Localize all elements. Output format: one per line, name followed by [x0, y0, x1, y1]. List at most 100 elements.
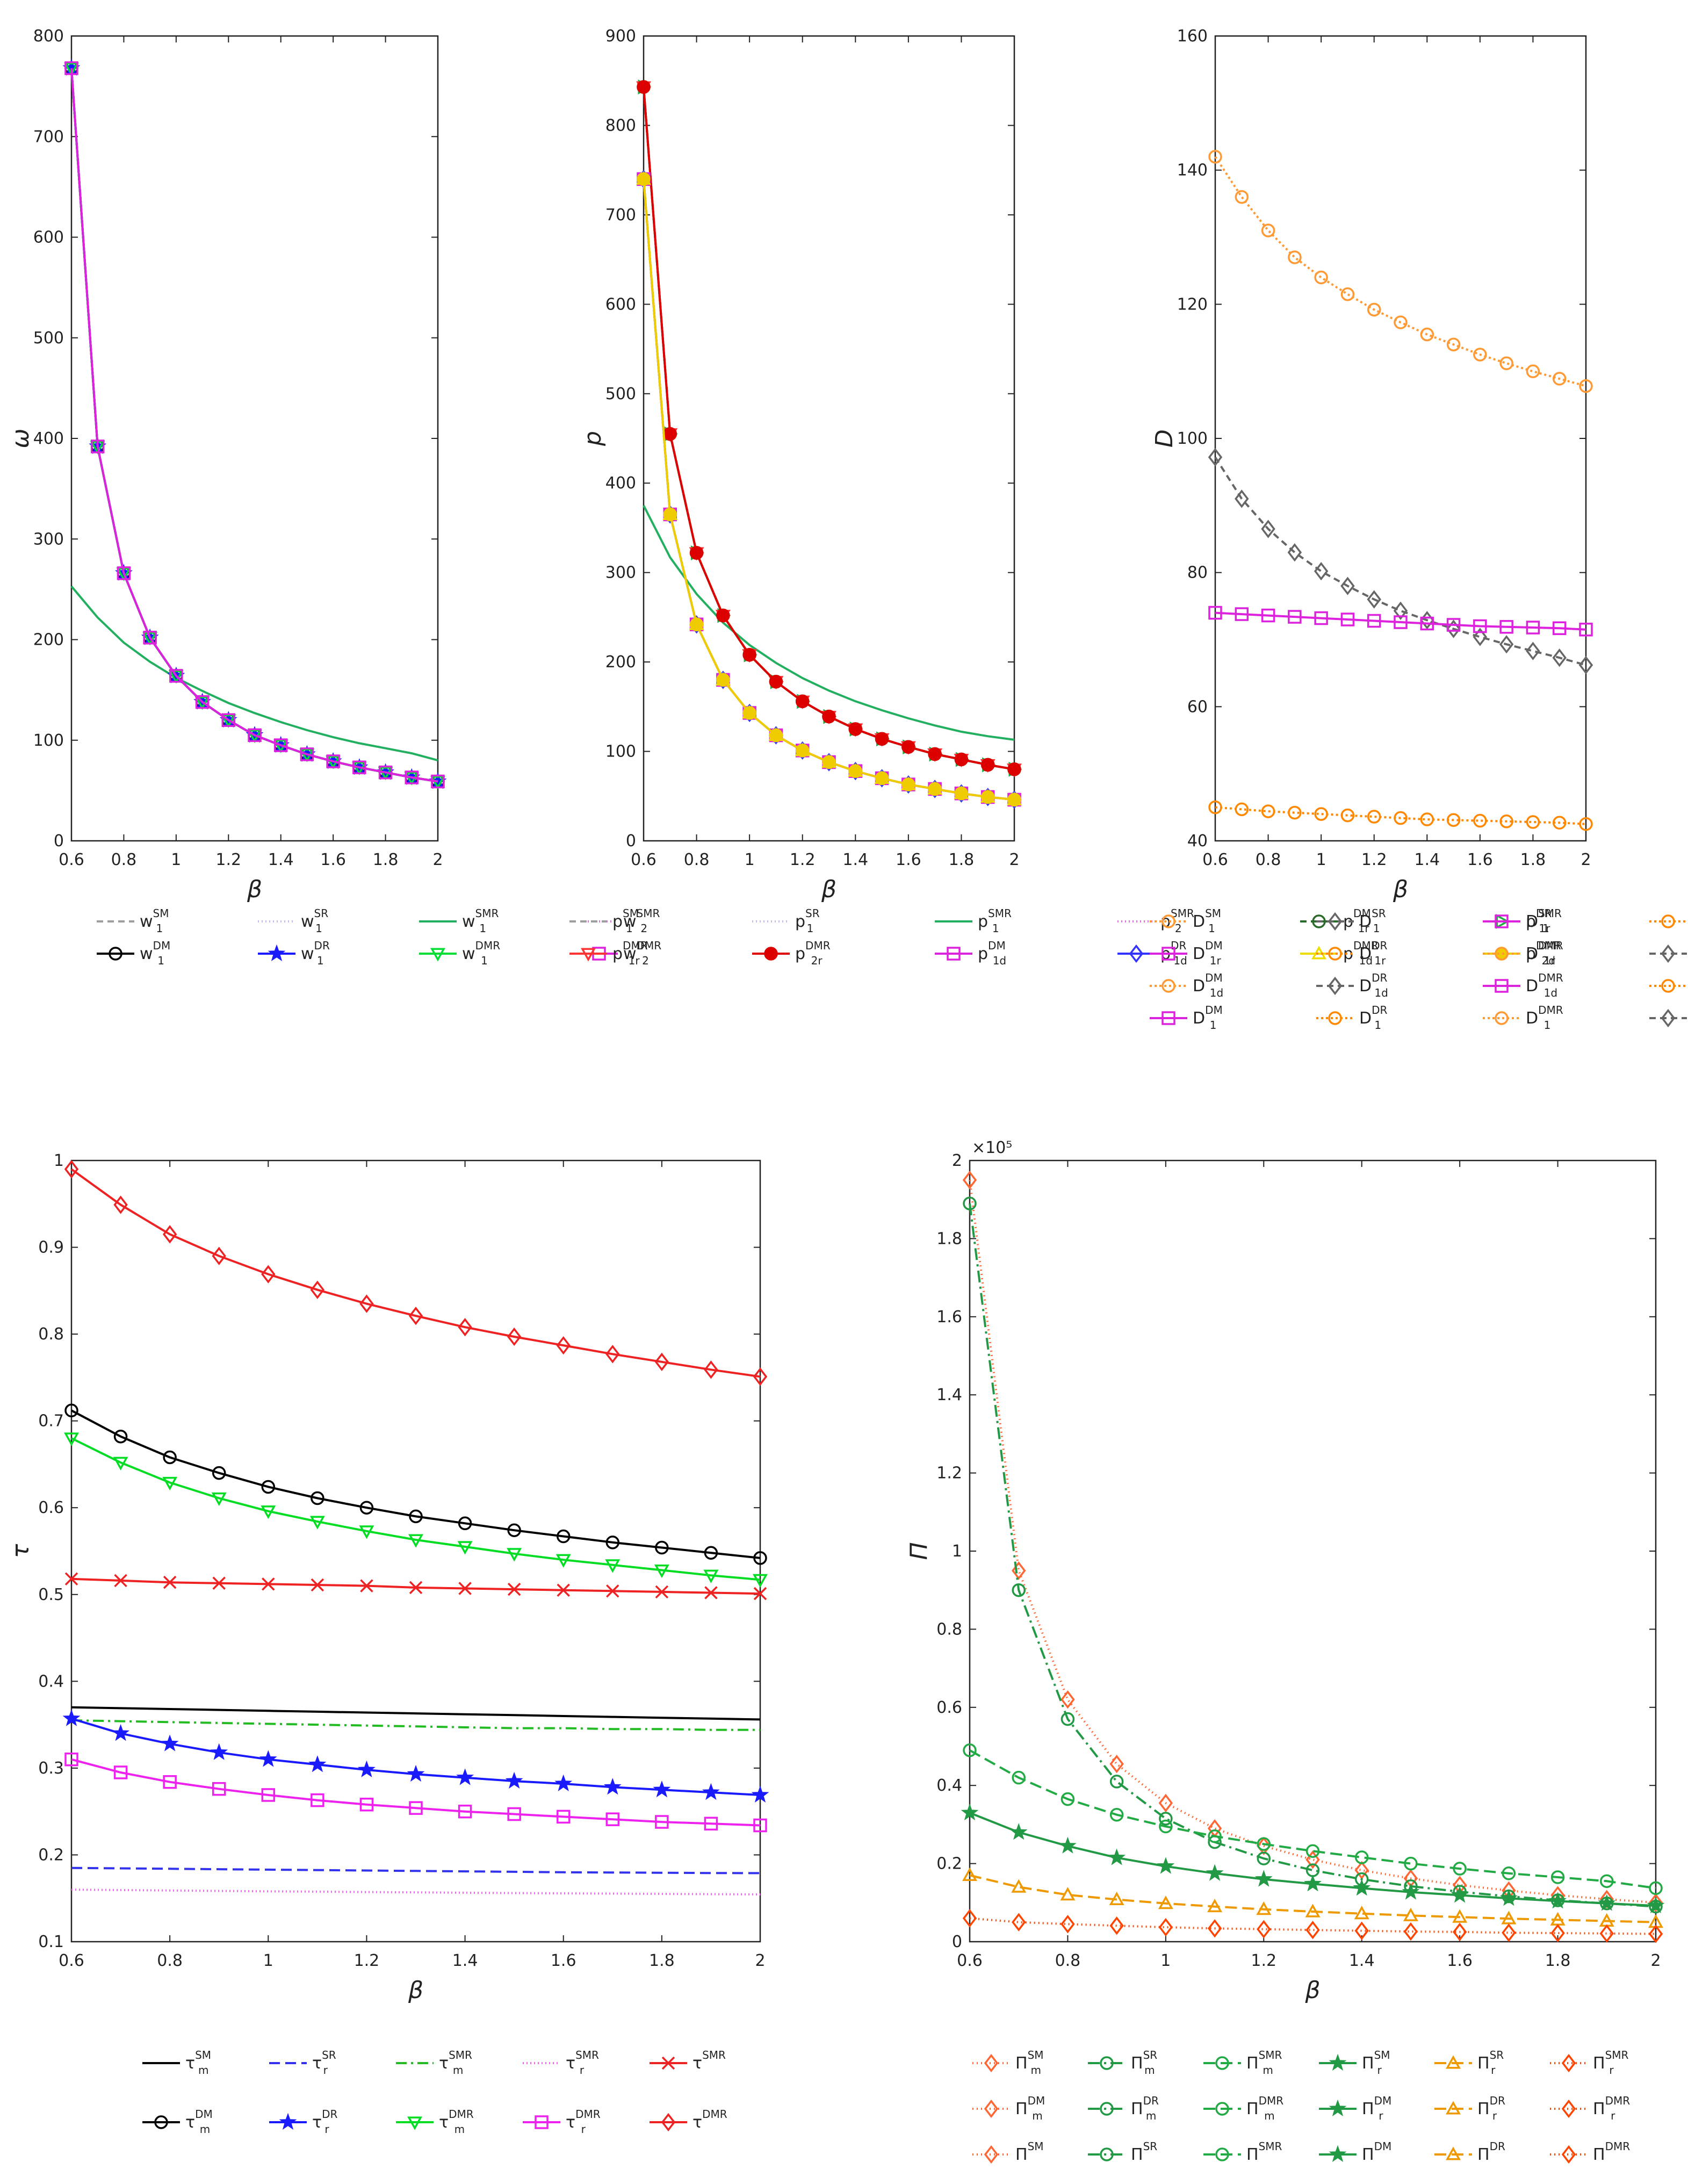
legend-label: wDR 1 — [301, 939, 330, 967]
legend-label: ΠDR r — [1477, 2094, 1505, 2122]
series-Pi-2 — [963, 1743, 1663, 1895]
data-point — [1007, 792, 1021, 807]
data-point — [163, 1450, 177, 1465]
y-tick-label: 800 — [33, 27, 64, 46]
x-tick-label: 1.8 — [1545, 1951, 1571, 1970]
data-point — [261, 1788, 276, 1802]
x-tick-label: 2 — [755, 1951, 765, 1970]
x-tick-label: 1.6 — [896, 850, 921, 869]
data-point — [637, 80, 651, 94]
x-tick-label: 1.2 — [1251, 1951, 1276, 1970]
data-point — [458, 1516, 472, 1531]
data-point — [456, 1768, 474, 1785]
legend-marker — [1162, 914, 1175, 928]
legend-marker — [1561, 2099, 1576, 2118]
series-line — [71, 1889, 761, 1895]
data-point — [1012, 1583, 1026, 1597]
legend-label: τDM m — [185, 2108, 213, 2136]
legend-label: τDMR m — [439, 2108, 474, 2136]
legend-entry: DDM 1r — [1150, 939, 1223, 967]
legend-entry: wSM 1 — [97, 907, 169, 935]
legend-entry: pDMR 2r — [752, 939, 831, 967]
legend-label: pDR 1r — [1526, 907, 1552, 935]
data-point — [875, 771, 889, 785]
data-point — [409, 1801, 423, 1815]
legend-marker — [1312, 914, 1326, 928]
data-point — [1159, 1819, 1173, 1834]
data-point — [654, 1352, 669, 1371]
data-point — [1550, 1870, 1565, 1884]
data-point — [1420, 616, 1434, 631]
plot-frame — [643, 35, 1015, 842]
x-tick-label: 1.8 — [949, 850, 975, 869]
y-tick-label: 700 — [33, 127, 64, 146]
data-point — [1109, 1755, 1124, 1774]
data-point — [64, 1403, 78, 1418]
x-tick-label: 1.4 — [842, 850, 868, 869]
data-point — [1453, 1862, 1467, 1876]
data-point — [359, 1525, 374, 1539]
legend-label: pSM 1 — [612, 907, 639, 935]
legend-marker — [1100, 2056, 1114, 2070]
series-tau-2 — [71, 1719, 760, 1731]
data-point — [1235, 190, 1249, 204]
data-point — [954, 752, 969, 767]
data-point — [1305, 1921, 1320, 1940]
data-point — [457, 1541, 473, 1555]
data-point — [605, 1345, 620, 1364]
data-point — [1473, 348, 1487, 362]
y-tick-label: 1.8 — [936, 1229, 962, 1248]
data-point — [961, 1803, 979, 1821]
data-point — [1499, 635, 1514, 654]
data-point — [655, 1585, 669, 1599]
x-tick-label: 2 — [1650, 1951, 1661, 1970]
data-point — [113, 1457, 128, 1471]
data-point — [212, 1782, 226, 1796]
legend-entry: ΠSMR r — [1550, 2049, 1629, 2077]
legend-label: DDM 1 — [1193, 1004, 1223, 1032]
legend-entry: τSMR — [650, 2049, 726, 2073]
legend-entry: pDMR 1d — [1300, 939, 1379, 967]
y-tick-label: 600 — [33, 228, 64, 247]
legend-label: DSMR 1 — [1526, 907, 1562, 935]
series-tau-9 — [64, 1159, 768, 1386]
data-point — [1526, 815, 1540, 829]
data-point — [606, 1584, 619, 1598]
legend-label: wSMR 1 — [462, 907, 499, 935]
series-p-6 — [636, 81, 1022, 777]
data-point — [1257, 1851, 1271, 1865]
data-point — [1207, 1919, 1222, 1938]
legend-entry: ΠSR — [1088, 2140, 1157, 2164]
series-w-0 — [70, 68, 438, 783]
data-point — [1648, 1893, 1663, 1912]
series-line — [71, 1437, 761, 1581]
legend-marker — [1661, 944, 1676, 963]
legend-label: DSM 1 — [1193, 907, 1221, 935]
legend-entry: pSMR2 — [1117, 907, 1194, 935]
data-point — [962, 1909, 977, 1928]
data-point — [704, 1586, 718, 1599]
legend-entry: pDM 1d — [935, 939, 1006, 967]
legend-label: wDMR 1 — [462, 939, 500, 967]
x-tick-label: 1.4 — [268, 850, 294, 869]
data-point — [507, 1327, 522, 1346]
data-point — [963, 1743, 977, 1757]
data-point — [1579, 623, 1593, 637]
series-line — [969, 1874, 1656, 1923]
data-point — [1446, 618, 1461, 632]
series-tau-1 — [71, 1866, 761, 1875]
y-axis-label: Π — [905, 1542, 933, 1560]
series-w-6 — [64, 62, 445, 790]
legend-marker — [407, 2116, 422, 2130]
data-point — [704, 1360, 718, 1379]
y-tick-label: 0 — [54, 832, 64, 850]
legend-entry: DDR 1d — [1316, 971, 1388, 999]
legend-label: pDM 1r — [1343, 907, 1371, 935]
legend-label: ΠSM m — [1015, 2049, 1044, 2077]
y-tick-label: 1.2 — [936, 1464, 962, 1483]
legend-marker — [1328, 947, 1342, 961]
data-point — [1012, 1770, 1026, 1785]
series-tau-0 — [71, 1706, 761, 1721]
data-point — [1473, 813, 1487, 828]
